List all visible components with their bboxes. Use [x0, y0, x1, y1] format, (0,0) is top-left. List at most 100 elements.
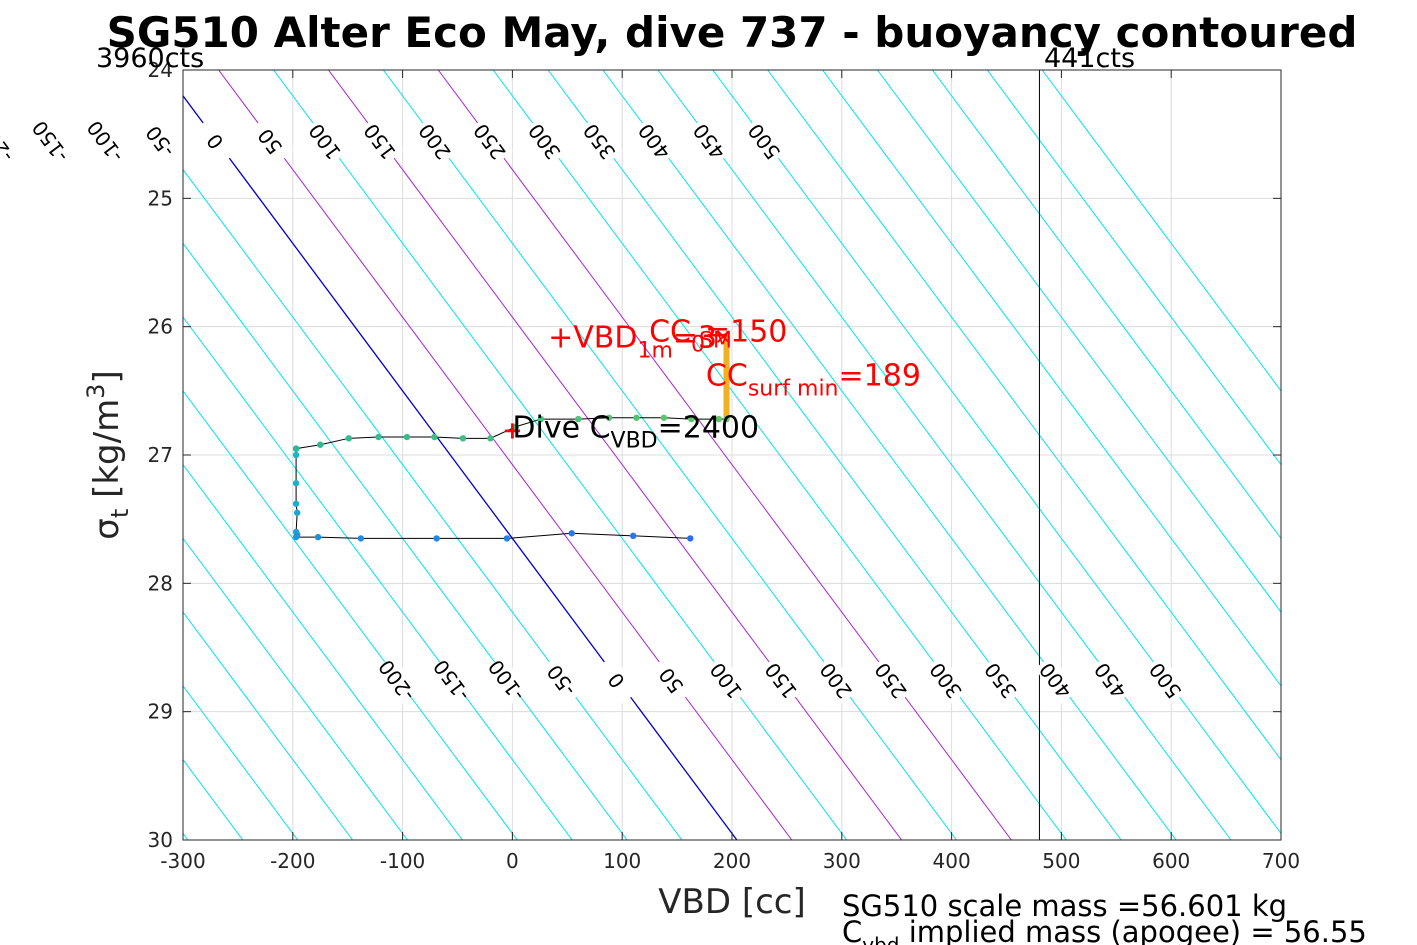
contour-line: [767, 70, 1281, 761]
contour-line: [492, 70, 1067, 840]
ascent-point: [345, 435, 352, 442]
descent-point: [292, 500, 300, 507]
x-tick-label: -200: [270, 849, 315, 873]
annotation-label: Dive CVBD=2400: [512, 410, 759, 453]
contour-label-bg: [650, 655, 695, 704]
ascent-point: [403, 433, 411, 441]
contour-labels: -400-350-300-250-200-150-100-50050100150…: [0, 116, 1189, 706]
chart-title: SG510 Alter Eco May, dive 737 - buoyancy…: [107, 8, 1358, 57]
contour-label-bg: [924, 655, 969, 704]
contour-line: [183, 242, 628, 840]
ascent-point: [292, 445, 300, 452]
descent-point: [292, 451, 300, 459]
contour-label-bg: [375, 655, 420, 704]
surface-bar: [723, 333, 730, 420]
contour-label-bg: [430, 655, 475, 704]
ascent-point: [723, 415, 730, 423]
contour-line: [273, 70, 848, 840]
contour-label-bg: [578, 116, 623, 165]
annotation-label: CCsurf min=189: [706, 359, 921, 402]
contour-label-bg: [633, 116, 678, 165]
contour-label-bg: [760, 655, 805, 704]
ascent-point: [317, 441, 324, 448]
contour-line: [218, 70, 793, 840]
y-axis-label: σt [kg/m3]: [82, 370, 134, 539]
footer-scale-mass: SG510 scale mass =56.601 kg: [842, 889, 1287, 923]
contour-label-bg: [870, 655, 914, 704]
x-tick-label: 400: [933, 849, 971, 873]
annotation-label: +VBD1m=3: [548, 321, 717, 364]
contour-label-bg: [743, 116, 788, 165]
descent-point: [433, 535, 440, 542]
y-tick-label: 26: [148, 315, 173, 339]
ascent-point: [633, 414, 640, 421]
contour-label: -200: [0, 116, 19, 167]
contour-label-bg: [139, 116, 184, 165]
contour-line: [183, 537, 408, 840]
contour-label-bg: [595, 655, 640, 704]
descent-point: [503, 535, 511, 542]
contour-line: [822, 70, 1281, 687]
ascent-point: [487, 435, 494, 442]
contour-line: [437, 70, 1012, 840]
contour-line: [712, 70, 1281, 835]
contour-label-bg: [1089, 655, 1134, 704]
buoyancy-contours: [0, 70, 1281, 840]
ascent-point: [575, 415, 582, 423]
x-tick-label: 0: [506, 849, 519, 873]
x-tick-label: 500: [1042, 849, 1080, 873]
contour-label-bg: [194, 116, 239, 165]
contour-line: [183, 390, 518, 840]
contour-line: [183, 463, 463, 840]
ascent-point: [431, 433, 438, 441]
contour-label-bg: [0, 116, 19, 165]
axis-ticks: -300 -200 -100 0 100 200 300 400 500 600 700 24 25 26…: [148, 58, 1301, 873]
svg-text:σt [kg/m3]: σt [kg/m3]: [82, 370, 134, 539]
contour-label-bg: [468, 116, 513, 165]
contour-label-bg: [413, 116, 458, 165]
annotation-label: CC0=150: [649, 315, 787, 358]
contour-label-bg: [249, 116, 294, 165]
x-axis-label: VBD [cc]: [658, 882, 806, 922]
footer-implied-mass: Cvbd implied mass (apogee) = 56.55: [842, 915, 1367, 945]
contour-label-bg: [540, 655, 585, 704]
contour-line: [183, 685, 299, 840]
contour-label-bg: [705, 655, 750, 704]
y-tick-label: 25: [148, 186, 173, 210]
x-tick-label: 700: [1262, 849, 1300, 873]
contour-line: [657, 70, 1232, 840]
y-tick-label: 27: [148, 443, 173, 467]
contour-line: [183, 168, 683, 840]
x-tick-label: -300: [160, 849, 205, 873]
sm-marker-label: SM: [699, 329, 732, 354]
contour-line: [1041, 70, 1281, 392]
contour-label-bg: [815, 655, 860, 704]
contour-label-bg: [523, 116, 568, 165]
descent-point: [357, 535, 365, 542]
x-tick-label: 200: [713, 849, 751, 873]
contour-label: -100: [82, 116, 128, 167]
corner-label-right: 441cts: [1044, 43, 1135, 74]
contour-label-bg: [29, 116, 74, 165]
contour-label-bg: [359, 116, 403, 165]
x-tick-label: 100: [603, 849, 641, 873]
ascent-point: [375, 433, 382, 441]
descent-point: [292, 533, 300, 541]
contour-line: [931, 70, 1281, 540]
contour-line: [602, 70, 1177, 840]
ascent-point: [660, 414, 668, 421]
descent-point: [292, 480, 300, 487]
x-tick-label: -100: [380, 849, 425, 873]
cc0-marker: ×: [714, 325, 732, 350]
contour-line: [0, 70, 23, 840]
descent-point: [314, 533, 322, 541]
ascent-point: [605, 414, 613, 421]
ascent-point: [512, 423, 519, 430]
contour-line: [547, 70, 1122, 840]
contour-label-bg: [304, 116, 349, 165]
contour-line: [183, 94, 738, 840]
contour-line: [0, 70, 78, 840]
ascent-point: [688, 415, 695, 423]
x-tick-label: 300: [823, 849, 861, 873]
